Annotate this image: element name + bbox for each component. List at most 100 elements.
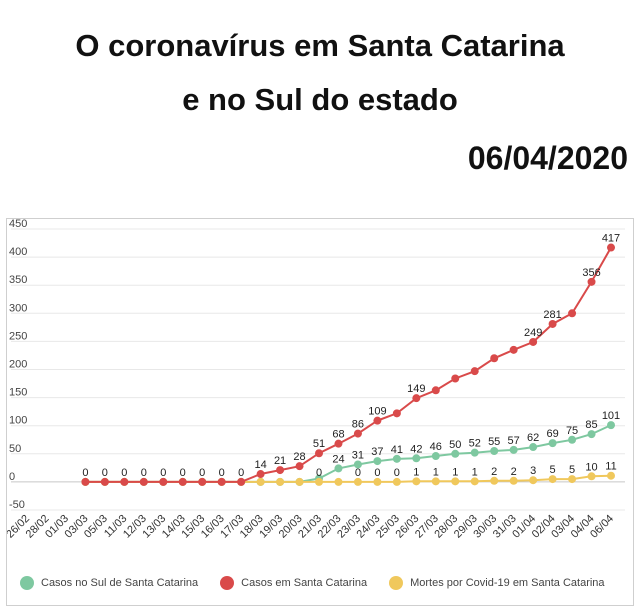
data-label-mortes: 0 <box>316 467 322 479</box>
data-label-sc: 0 <box>121 467 127 479</box>
data-label-sc: 0 <box>238 467 244 479</box>
data-label-sc: 21 <box>274 455 286 467</box>
data-label-sul: 46 <box>430 441 442 453</box>
data-point-sul <box>548 439 557 448</box>
data-point-mortes <box>392 477 401 486</box>
data-label-mortes: 1 <box>452 466 458 478</box>
data-point-sc <box>412 394 421 403</box>
data-label-sc: 249 <box>524 327 542 339</box>
data-label-mortes: 11 <box>605 461 616 473</box>
data-label-mortes: 2 <box>491 466 497 478</box>
series-line-sc <box>85 247 612 483</box>
data-point-sc <box>276 466 285 475</box>
y-tick-label: 150 <box>9 387 27 399</box>
legend-label-sc: Casos em Santa Catarina <box>241 577 368 589</box>
chart-title-line-1: O coronavírus em Santa Catarina <box>75 28 565 63</box>
legend-item-mortes: Mortes por Covid-19 em Santa Catarina <box>389 576 605 590</box>
data-point-sc <box>295 462 304 471</box>
data-label-sul: 101 <box>602 410 620 422</box>
y-tick-label: 350 <box>9 274 27 286</box>
data-point-sul <box>412 454 421 463</box>
data-label-sul: 52 <box>469 438 481 450</box>
data-label-sc: 51 <box>313 438 325 450</box>
data-point-sc <box>237 477 246 486</box>
data-point-mortes <box>315 477 323 486</box>
data-label-mortes: 0 <box>355 467 361 479</box>
data-point-sc <box>198 477 207 486</box>
data-label-mortes: 5 <box>550 464 556 476</box>
data-point-mortes <box>451 477 460 486</box>
y-tick-label: -50 <box>9 499 25 511</box>
data-point-mortes <box>276 477 285 486</box>
data-point-sc <box>334 439 343 448</box>
data-label-sc: 0 <box>141 467 147 479</box>
data-point-sc <box>509 345 518 354</box>
data-point-sul <box>431 452 440 461</box>
data-point-mortes <box>548 475 557 484</box>
data-point-sc <box>392 409 401 418</box>
data-point-mortes <box>412 477 421 486</box>
data-point-sul <box>529 443 538 452</box>
data-point-sul <box>509 445 518 454</box>
data-point-sc <box>548 319 557 328</box>
data-point-sc <box>120 477 129 486</box>
legend-swatch-sul <box>20 576 34 590</box>
data-point-mortes <box>607 471 615 480</box>
data-label-sul: 24 <box>332 453 344 465</box>
y-tick-label: 200 <box>9 359 27 371</box>
data-label-sc: 0 <box>102 467 108 479</box>
y-tick-label: 250 <box>9 330 27 342</box>
data-label-mortes: 1 <box>433 466 439 478</box>
legend-swatch-mortes <box>389 576 404 590</box>
data-point-sc <box>178 477 187 486</box>
legend-label-mortes: Mortes por Covid-19 em Santa Catarina <box>410 577 605 589</box>
data-point-sul <box>568 435 577 444</box>
legend-swatch-sc <box>220 576 235 590</box>
data-label-sc: 0 <box>82 467 88 479</box>
data-point-sc <box>529 337 538 346</box>
data-label-sc: 0 <box>160 467 166 479</box>
data-label-sc: 0 <box>180 467 186 479</box>
data-point-mortes <box>431 477 440 486</box>
data-point-mortes <box>587 472 596 481</box>
data-point-mortes <box>373 477 382 486</box>
data-label-sc: 0 <box>199 467 205 479</box>
data-label-sc: 149 <box>407 383 425 395</box>
data-point-sul <box>392 454 401 463</box>
legend-item-sul: Casos no Sul de Santa Catarina <box>20 576 198 590</box>
data-point-sul <box>353 460 362 469</box>
data-point-mortes <box>490 476 499 485</box>
data-label-sc: 86 <box>352 419 364 431</box>
data-label-sul: 69 <box>546 428 558 440</box>
data-point-sc <box>81 477 90 486</box>
date-label: 06/04/2020 <box>467 140 628 176</box>
data-point-sc <box>451 374 460 383</box>
data-label-mortes: 5 <box>569 464 575 476</box>
data-point-sul <box>451 449 460 458</box>
data-point-mortes <box>295 477 304 486</box>
data-point-sc <box>353 429 362 438</box>
data-point-sc <box>470 367 479 376</box>
data-label-sc: 417 <box>602 233 620 245</box>
data-label-sc: 356 <box>582 267 600 279</box>
y-tick-label: 400 <box>9 246 27 258</box>
chart-title-line-2: e no Sul do estado <box>182 82 458 117</box>
data-point-mortes <box>470 477 479 486</box>
data-label-mortes: 0 <box>394 467 400 479</box>
data-point-sc <box>607 243 615 252</box>
data-point-sc <box>373 416 382 425</box>
y-tick-label: 0 <box>9 471 15 483</box>
data-point-sul <box>373 457 382 466</box>
data-label-mortes: 2 <box>511 466 517 478</box>
legend-label-sul: Casos no Sul de Santa Catarina <box>41 577 199 589</box>
y-tick-label: 300 <box>9 302 27 314</box>
data-point-sc <box>315 449 323 458</box>
data-point-sul <box>470 448 479 457</box>
data-point-sc <box>139 477 148 486</box>
y-tick-label: 450 <box>9 219 27 230</box>
data-point-sc <box>431 386 440 395</box>
data-point-mortes <box>334 477 343 486</box>
data-label-sc: 0 <box>219 467 225 479</box>
data-label-sc: 14 <box>254 459 266 471</box>
line-chart: 450400350300250200150100500-5026/0228/02… <box>4 218 625 541</box>
